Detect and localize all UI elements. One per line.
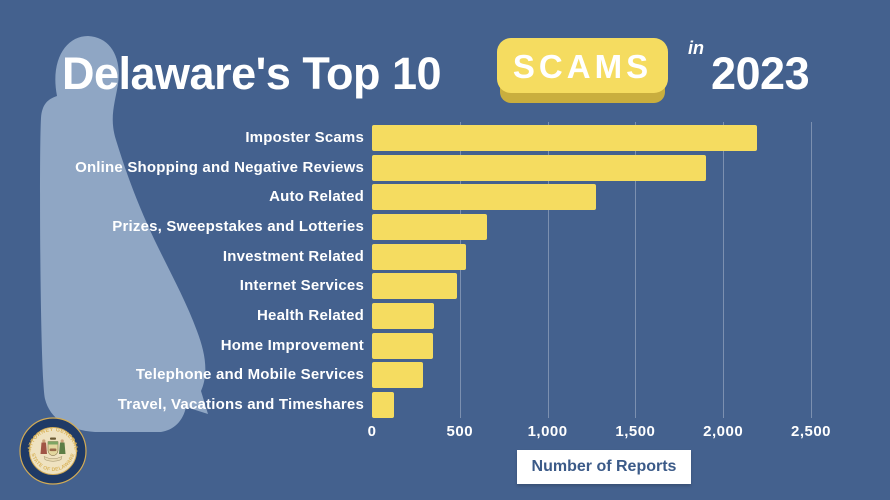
bar	[372, 273, 457, 300]
bar-row: Investment Related	[0, 243, 890, 270]
title-connector: in	[688, 38, 704, 58]
seal-shield	[47, 441, 59, 456]
seal-right-dot	[75, 450, 78, 452]
bar	[372, 391, 394, 418]
seal-left-dot	[28, 450, 31, 452]
x-tick-label: 500	[446, 423, 474, 440]
bar-label: Auto Related	[269, 188, 364, 206]
bar	[372, 213, 487, 240]
x-tick-label: 2,500	[790, 423, 832, 440]
delaware-state-shape	[40, 36, 208, 432]
seal-farmer-figure	[40, 442, 47, 454]
bar-label: Online Shopping and Negative Reviews	[75, 158, 364, 176]
scams-badge: SCAMS	[497, 38, 668, 93]
bar-row: Internet Services	[0, 273, 890, 300]
x-tick-label: 0	[367, 423, 377, 440]
bar-label: Prizes, Sweepstakes and Lotteries	[112, 217, 364, 235]
bar	[372, 154, 706, 181]
bar-row: Telephone and Mobile Services	[0, 362, 890, 389]
bar-label: Internet Services	[239, 277, 364, 295]
bar	[372, 332, 433, 359]
x-axis-title: Number of Reports	[517, 450, 691, 484]
seal-banner	[43, 456, 63, 462]
bar	[372, 362, 423, 389]
gridline-2500	[811, 122, 812, 418]
attorney-general-seal: ATTORNEY GENERAL STATE OF DELAWARE	[19, 417, 87, 485]
bar-row: Home Improvement	[0, 332, 890, 359]
bar-label: Telephone and Mobile Services	[135, 366, 364, 384]
seal-shield-ox	[49, 448, 57, 452]
bar	[372, 184, 596, 211]
page-title: Delaware's Top 10	[62, 48, 442, 99]
seal-hunter-head	[60, 439, 64, 443]
x-tick-label: 2,000	[703, 423, 744, 440]
gridline-1500	[635, 122, 637, 418]
bar	[372, 243, 466, 270]
bar-row: Health Related	[0, 302, 890, 329]
seal-crest	[50, 437, 56, 440]
bar-label: Health Related	[257, 306, 364, 324]
seal-hunter-figure	[59, 442, 66, 454]
title-year: 2023	[711, 48, 810, 99]
x-tick-label: 1,000	[527, 423, 568, 440]
bar-label: Travel, Vacations and Timeshares	[117, 395, 364, 413]
gridline-1000	[547, 122, 549, 418]
bar-row: Auto Related	[0, 184, 890, 211]
seal-farmer-head	[42, 439, 46, 443]
bar-row: Travel, Vacations and Timeshares	[0, 391, 890, 418]
bar	[372, 302, 434, 329]
bar-label: Imposter Scams	[245, 129, 364, 146]
bar-row: Online Shopping and Negative Reviews	[0, 154, 890, 181]
bar-row: Imposter Scams	[0, 125, 890, 151]
bar	[372, 125, 757, 151]
bar-label: Investment Related	[222, 247, 364, 265]
bar-row: Prizes, Sweepstakes and Lotteries	[0, 213, 890, 240]
x-tick-label: 1,500	[615, 423, 656, 440]
seal-shield-band	[48, 441, 58, 445]
gridline-2000	[723, 122, 725, 418]
bar-label: Home Improvement	[220, 336, 364, 354]
gridline-500	[459, 122, 461, 418]
